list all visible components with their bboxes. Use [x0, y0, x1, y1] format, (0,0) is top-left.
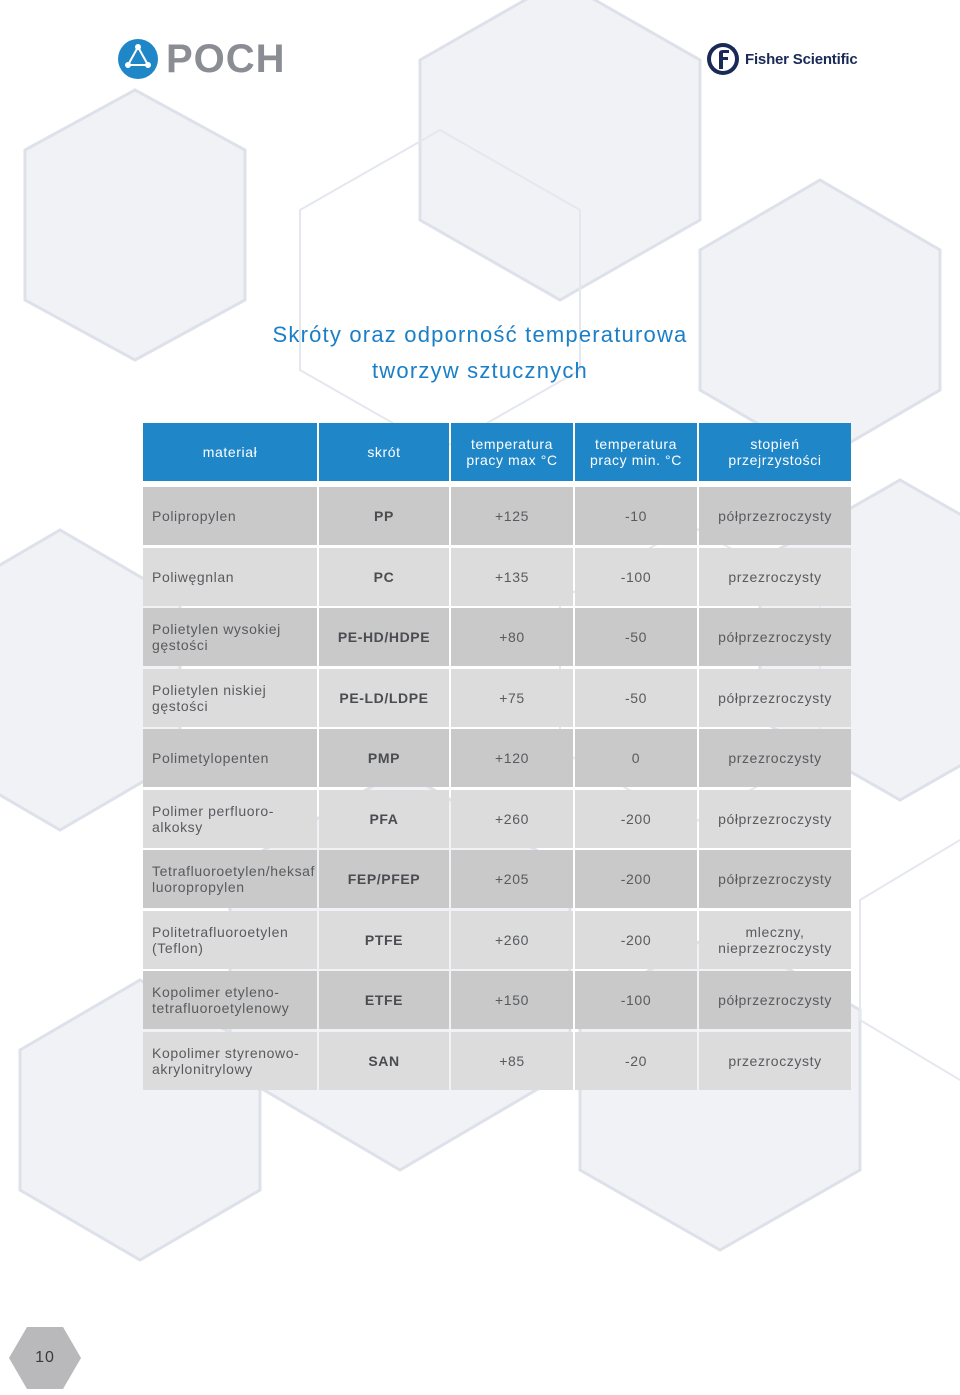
material-cell: Politetrafluoroetylen (Teflon)	[143, 910, 317, 969]
tmin-cell: 0	[575, 729, 697, 787]
fisher-logo-icon	[707, 43, 739, 75]
transparency-cell: półprzezroczysty	[699, 789, 851, 848]
abbr-cell: FEP/PFEP	[319, 850, 449, 908]
header-cell-transparency: stopień przejrzystości	[699, 422, 851, 481]
tmin-cell: -10	[575, 487, 697, 545]
fisher-scientific-logo: Fisher Scientific	[705, 40, 858, 78]
tmax-cell: +120	[451, 729, 573, 787]
tmax-cell: +80	[451, 608, 573, 666]
header-cell-tmin: temperatura pracy min. °C	[575, 422, 697, 481]
material-cell: Polimetylopenten	[143, 729, 317, 787]
material-cell: Poliwęgnlan	[143, 547, 317, 606]
material-cell: Tetrafluoroetylen/heksaf luoropropylen	[143, 850, 317, 908]
abbr-cell: PFA	[319, 789, 449, 848]
material-cell: Polietylen niskiej gęstości	[143, 668, 317, 727]
abbr-cell: ETFE	[319, 971, 449, 1029]
transparency-cell: półprzezroczysty	[699, 971, 851, 1029]
tmax-cell: +205	[451, 850, 573, 908]
abbr-cell: PE-HD/HDPE	[319, 608, 449, 666]
transparency-cell: półprzezroczysty	[699, 668, 851, 727]
tmax-cell: +125	[451, 487, 573, 545]
tmin-cell: -20	[575, 1031, 697, 1090]
material-cell: Polipropylen	[143, 487, 317, 545]
header-spacer	[143, 481, 851, 485]
poch-logo-icon	[118, 39, 158, 79]
tmin-cell: -50	[575, 608, 697, 666]
tmax-cell: +260	[451, 789, 573, 848]
transparency-cell: półprzezroczysty	[699, 608, 851, 666]
tmax-cell: +150	[451, 971, 573, 1029]
tmin-cell: -100	[575, 971, 697, 1029]
tmin-cell: -200	[575, 789, 697, 848]
abbr-cell: PE-LD/LDPE	[319, 668, 449, 727]
transparency-cell: przezroczysty	[699, 729, 851, 787]
header-cell-tmax: temperatura pracy max °C	[451, 422, 573, 481]
tmax-cell: +260	[451, 910, 573, 969]
abbr-cell: SAN	[319, 1031, 449, 1090]
tmin-cell: -100	[575, 547, 697, 606]
page-number-hexagon	[9, 1327, 81, 1389]
header-cell-abbr: skrót	[319, 422, 449, 481]
page-title-line-2: tworzyw sztucznych	[372, 358, 588, 383]
transparency-cell: półprzezroczysty	[699, 487, 851, 545]
material-cell: Kopolimer etyleno-tetrafluoroetylenowy	[143, 971, 317, 1029]
poch-logo: POCH	[116, 34, 286, 84]
material-cell: Kopolimer styrenowo-akrylonitrylowy	[143, 1031, 317, 1090]
tmax-cell: +75	[451, 668, 573, 727]
tmax-cell: +85	[451, 1031, 573, 1090]
header-cell-material: materiał	[143, 422, 317, 481]
material-cell: Polimer perfluoro-alkoksy	[143, 789, 317, 848]
abbr-cell: PC	[319, 547, 449, 606]
plastics-table: materiał skrót temperatura pracy max °C t…	[143, 420, 851, 1090]
page-number: 10	[35, 1349, 55, 1366]
abbr-cell: PMP	[319, 729, 449, 787]
transparency-cell: przezroczysty	[699, 1031, 851, 1090]
abbr-cell: PP	[319, 487, 449, 545]
transparency-cell: przezroczysty	[699, 547, 851, 606]
fisher-logo-text: Fisher Scientific	[745, 50, 858, 68]
tmin-cell: -200	[575, 850, 697, 908]
tmin-cell: -200	[575, 910, 697, 969]
transparency-cell: półprzezroczysty	[699, 850, 851, 908]
page-title-line-1: Skróty oraz odporność temperaturowa	[272, 322, 688, 347]
tmax-cell: +135	[451, 547, 573, 606]
transparency-cell: mleczny, nieprzezroczysty	[699, 910, 851, 969]
tmin-cell: -50	[575, 668, 697, 727]
abbr-cell: PTFE	[319, 910, 449, 969]
poch-logo-text: POCH	[166, 37, 286, 81]
material-cell: Polietylen wysokiej gęstości	[143, 608, 317, 666]
